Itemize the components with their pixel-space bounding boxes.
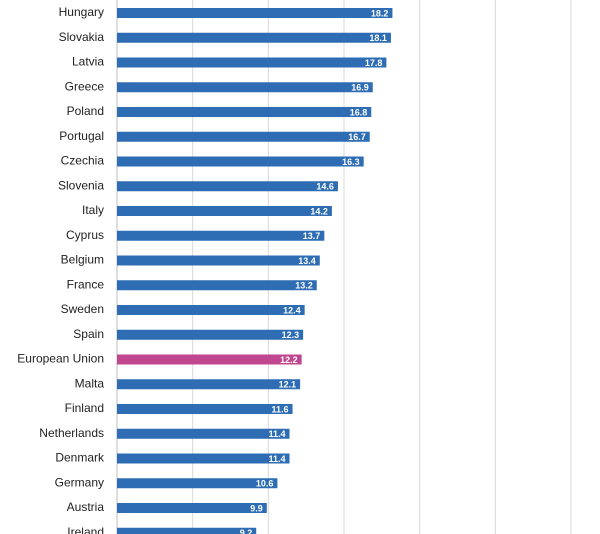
bar [117,255,320,266]
bar [117,428,290,439]
category-label: Germany [55,475,104,489]
bar [117,329,304,340]
bar [117,379,301,390]
value-label: 16.8 [350,107,368,117]
category-label: Hungary [59,5,104,19]
bar [117,478,278,489]
value-label: 14.6 [316,182,334,192]
bar [117,206,332,216]
value-label: 17.8 [365,58,383,68]
category-label: Netherlands [39,426,104,440]
category-label: Austria [67,500,105,514]
bar [117,8,393,18]
value-label: 18.2 [371,8,389,18]
value-label: 13.4 [298,256,316,266]
category-label: Spain [73,327,104,341]
value-label: 11.6 [272,404,289,414]
category-label: Belgium [61,253,104,267]
value-label: 16.7 [348,132,366,142]
bar [117,32,391,43]
category-label: Italy [82,203,104,217]
value-label: 14.2 [310,206,328,216]
category-label: Czechia [61,154,105,168]
bar [117,280,317,291]
value-label: 12.4 [283,305,301,315]
bar [117,404,293,414]
value-label: 18.1 [369,33,387,43]
bar [117,82,373,93]
value-label: 12.3 [282,330,300,340]
value-label: 16.3 [342,157,360,167]
bar [117,453,290,464]
bar [117,107,372,117]
category-label: Portugal [59,129,104,143]
value-label: 13.7 [303,231,321,241]
category-label: European Union [17,352,104,366]
bar [117,230,325,241]
category-label: Ireland [67,525,104,534]
bar [117,57,387,68]
bar [117,527,257,534]
value-label: 12.1 [279,380,297,390]
category-label: Sweden [61,302,104,316]
category-label: Slovakia [59,30,105,44]
category-label: Slovenia [58,178,104,192]
category-label: Finland [65,401,104,415]
value-label: 16.9 [351,83,369,93]
category-label: Greece [65,79,105,93]
value-label: 11.4 [268,429,285,439]
category-label: Malta [75,376,105,390]
bar [117,181,338,192]
category-label: Poland [67,104,104,118]
bar [117,354,302,365]
category-label: Latvia [72,55,104,69]
bar [117,503,267,513]
value-label: 9.9 [250,503,263,513]
value-label: 11.4 [268,454,285,464]
category-label: Cyprus [66,228,104,242]
bar [117,156,364,167]
bar [117,131,370,142]
value-label: 9.2 [240,528,253,534]
bar [117,305,305,315]
category-label: Denmark [55,451,105,465]
category-label: France [67,277,105,291]
value-label: 10.6 [256,479,274,489]
value-label: 13.2 [295,281,313,291]
value-label: 12.2 [280,355,298,365]
